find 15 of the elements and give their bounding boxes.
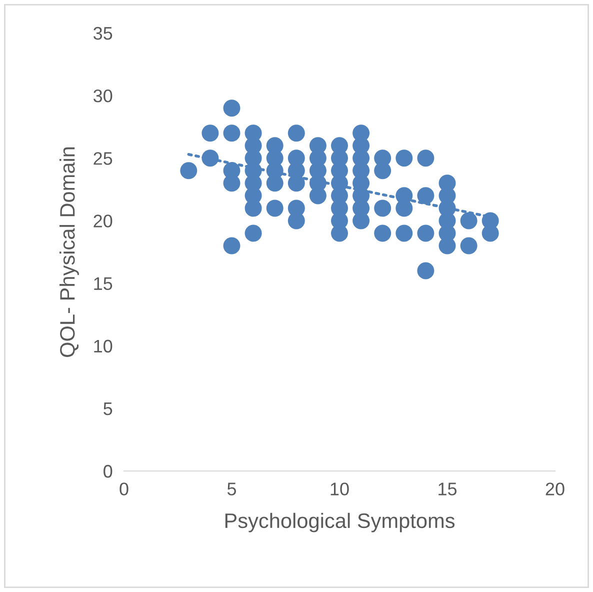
y-axis-title: QOL- Physical Domain (60, 147, 79, 357)
y-tick-label: 15 (94, 277, 112, 290)
x-tick-label: 0 (120, 482, 128, 496)
x-tick-label: 20 (546, 482, 564, 496)
x-tick-label: 10 (330, 482, 349, 496)
y-tick-label: 35 (93, 26, 112, 40)
y-tick-label: 0 (104, 464, 112, 478)
x-axis-title: Psychological Symptoms (225, 512, 455, 532)
y-tick-label: 5 (104, 402, 112, 416)
x-tick-label: 5 (227, 482, 236, 496)
y-tick-label: 30 (93, 90, 112, 102)
x-tick-label: 15 (438, 482, 457, 496)
y-tick-label: 20 (94, 214, 112, 228)
y-tick-label: 10 (94, 340, 112, 353)
y-tick-label: 25 (94, 152, 112, 165)
